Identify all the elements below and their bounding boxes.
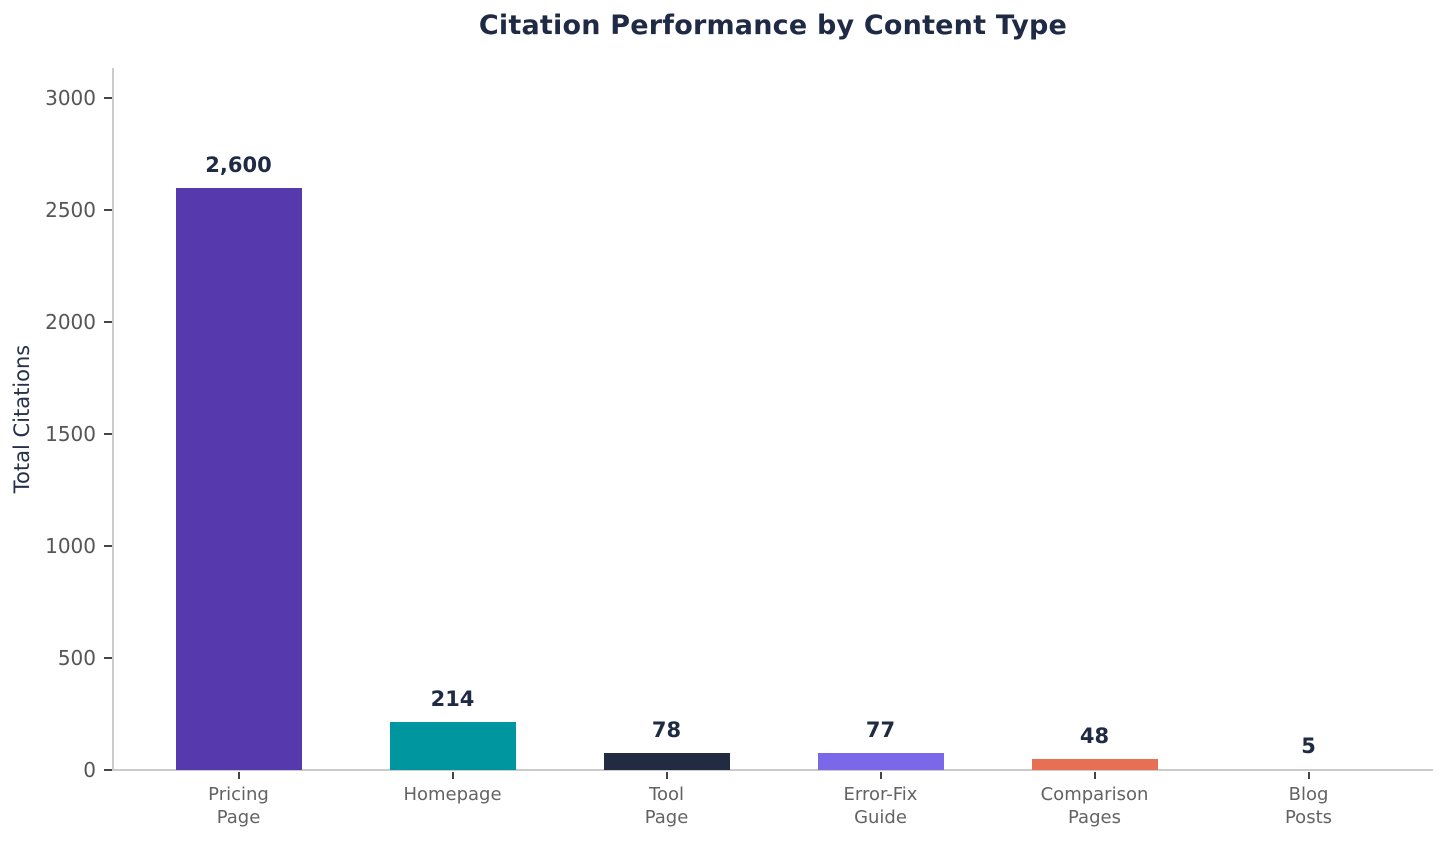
bar-value-label: 2,600 — [205, 153, 272, 177]
bar-value-label: 78 — [651, 718, 682, 742]
y-tick-mark — [104, 433, 112, 435]
y-tick-label: 3000 — [45, 86, 96, 110]
x-axis-spine — [113, 769, 1433, 771]
y-axis-spine — [112, 68, 114, 771]
y-tick-mark — [104, 321, 112, 323]
bar-value-label: 48 — [1079, 724, 1110, 748]
bar-2 — [389, 722, 516, 770]
bar-1 — [175, 188, 302, 770]
bar-4 — [817, 753, 944, 770]
y-tick-mark — [104, 769, 112, 771]
x-tick-mark — [237, 772, 240, 779]
x-tick-label: Error-Fix Guide — [843, 784, 918, 828]
y-tick-label: 0 — [83, 758, 96, 782]
y-tick-label: 2500 — [45, 198, 96, 222]
x-tick-label: Pricing Page — [208, 784, 269, 828]
x-tick-label: Tool Page — [644, 784, 689, 828]
x-tick-label: Comparison Pages — [1040, 784, 1149, 828]
chart-title: Citation Performance by Content Type — [478, 10, 1068, 41]
y-tick-mark — [104, 657, 112, 659]
bar-value-label: 5 — [1301, 734, 1316, 758]
y-tick-label: 1500 — [45, 422, 96, 446]
bar-6 — [1245, 769, 1372, 770]
y-tick-label: 500 — [57, 646, 96, 670]
x-tick-label: Homepage — [403, 784, 502, 805]
y-tick-mark — [104, 97, 112, 99]
y-tick-mark — [104, 545, 112, 547]
bar-3 — [603, 753, 730, 770]
y-tick-label: 1000 — [45, 534, 96, 558]
bar-value-label: 214 — [430, 687, 475, 711]
y-tick-label: 2000 — [45, 310, 96, 334]
bar-5 — [1031, 759, 1158, 770]
y-tick-mark — [104, 209, 112, 211]
x-tick-mark — [451, 772, 454, 779]
bar-value-label: 77 — [865, 718, 896, 742]
x-tick-mark — [1307, 772, 1310, 779]
x-tick-mark — [665, 772, 668, 779]
x-tick-label: Blog Posts — [1284, 784, 1333, 828]
x-tick-mark — [1093, 772, 1096, 779]
x-tick-mark — [879, 772, 882, 779]
